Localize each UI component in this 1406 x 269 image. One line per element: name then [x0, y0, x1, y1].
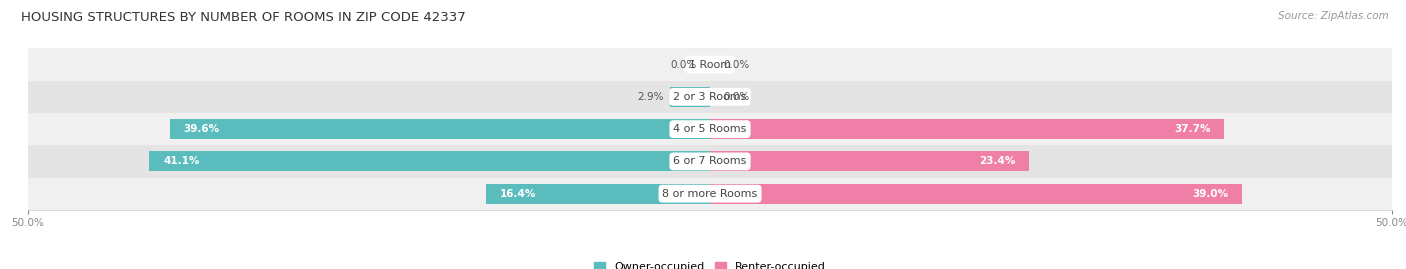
- Bar: [149, 151, 710, 171]
- Text: 41.1%: 41.1%: [163, 156, 200, 167]
- Text: 23.4%: 23.4%: [979, 156, 1015, 167]
- Bar: [170, 119, 710, 139]
- Bar: [486, 184, 710, 204]
- Text: 0.0%: 0.0%: [724, 92, 749, 102]
- Bar: [28, 178, 1392, 210]
- Text: 37.7%: 37.7%: [1174, 124, 1211, 134]
- Bar: [28, 145, 1392, 178]
- Text: 0.0%: 0.0%: [724, 59, 749, 70]
- Text: 4 or 5 Rooms: 4 or 5 Rooms: [673, 124, 747, 134]
- Text: Source: ZipAtlas.com: Source: ZipAtlas.com: [1278, 11, 1389, 21]
- Text: 2 or 3 Rooms: 2 or 3 Rooms: [673, 92, 747, 102]
- Bar: [710, 151, 1029, 171]
- Bar: [710, 184, 1241, 204]
- Text: 2.9%: 2.9%: [637, 92, 664, 102]
- Text: 1 Room: 1 Room: [689, 59, 731, 70]
- Text: HOUSING STRUCTURES BY NUMBER OF ROOMS IN ZIP CODE 42337: HOUSING STRUCTURES BY NUMBER OF ROOMS IN…: [21, 11, 465, 24]
- Text: 39.6%: 39.6%: [184, 124, 219, 134]
- Bar: [28, 48, 1392, 81]
- Legend: Owner-occupied, Renter-occupied: Owner-occupied, Renter-occupied: [593, 262, 827, 269]
- Bar: [28, 81, 1392, 113]
- Bar: [28, 113, 1392, 145]
- Bar: [710, 119, 1225, 139]
- Text: 8 or more Rooms: 8 or more Rooms: [662, 189, 758, 199]
- Text: 39.0%: 39.0%: [1192, 189, 1229, 199]
- Text: 0.0%: 0.0%: [671, 59, 696, 70]
- Text: 6 or 7 Rooms: 6 or 7 Rooms: [673, 156, 747, 167]
- Bar: [671, 87, 710, 107]
- Text: 16.4%: 16.4%: [501, 189, 536, 199]
